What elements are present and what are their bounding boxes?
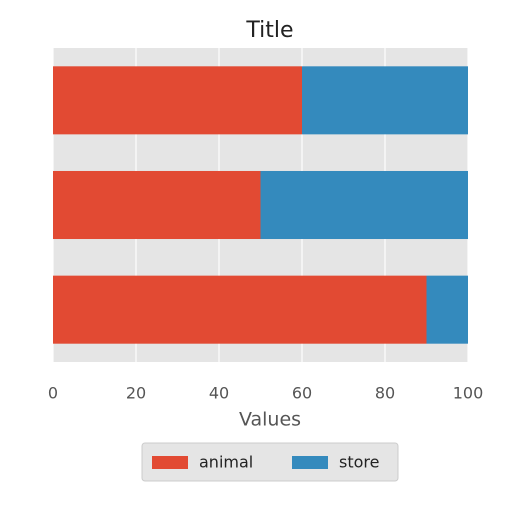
bar-segment — [53, 66, 302, 135]
bar-segment — [53, 275, 427, 344]
legend-swatch — [292, 456, 328, 469]
bar-segment — [426, 275, 468, 344]
chart-title: Title — [245, 18, 293, 43]
x-axis-label: Values — [239, 409, 301, 431]
x-tick-label: 80 — [375, 384, 395, 403]
bar-segment — [302, 66, 468, 135]
x-tick-label: 40 — [209, 384, 229, 403]
legend-swatch — [152, 456, 188, 469]
x-tick-label: 60 — [292, 384, 312, 403]
x-tick-label: 20 — [126, 384, 146, 403]
bar-segment — [53, 170, 261, 240]
x-tick-label: 100 — [453, 384, 484, 403]
bar-segment — [260, 170, 468, 240]
legend-label: animal — [199, 453, 253, 472]
legend-label: store — [339, 453, 379, 472]
legend-box — [141, 442, 399, 482]
x-tick-label: 0 — [48, 384, 58, 403]
